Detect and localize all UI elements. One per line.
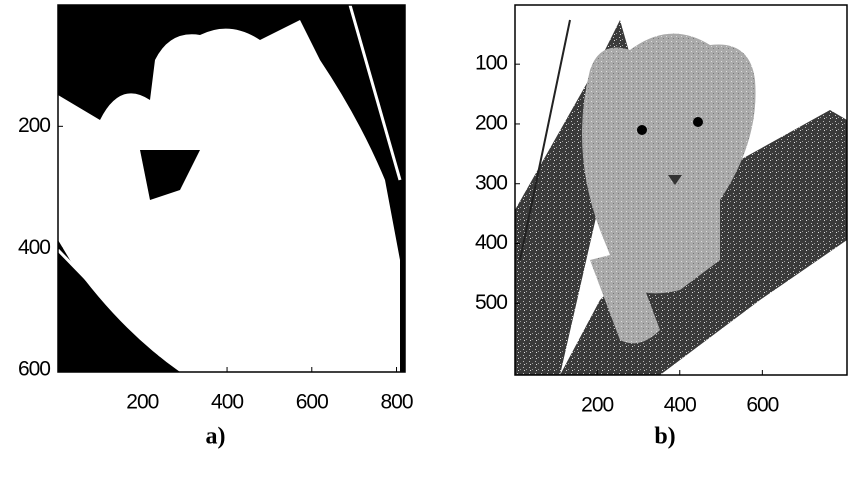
x-tick-label: 400 [211, 391, 243, 414]
y-tick-label: 500 [475, 291, 507, 314]
x-tick-label: 800 [381, 391, 413, 414]
y-tick-label: 600 [18, 358, 50, 381]
binary-image [58, 5, 405, 372]
y-tick-label: 300 [475, 171, 507, 194]
y-tick-label: 400 [475, 231, 507, 254]
x-tick-label: 600 [746, 394, 778, 417]
x-tick-label: 200 [126, 391, 158, 414]
y-tick-label: 400 [18, 236, 50, 259]
y-tick-label: 100 [475, 52, 507, 75]
panel-caption: a) [206, 424, 226, 450]
y-tick-label: 200 [475, 111, 507, 134]
panel-caption: b) [654, 424, 675, 450]
x-tick-label: 200 [581, 394, 613, 417]
x-tick-label: 400 [664, 394, 696, 417]
y-tick-label: 200 [18, 114, 50, 137]
figure: 200 400 600 800 200 400 600 a) 200 400 600 100 200 30… [0, 0, 855, 481]
photo-image [515, 5, 847, 375]
x-tick-label: 600 [296, 391, 328, 414]
